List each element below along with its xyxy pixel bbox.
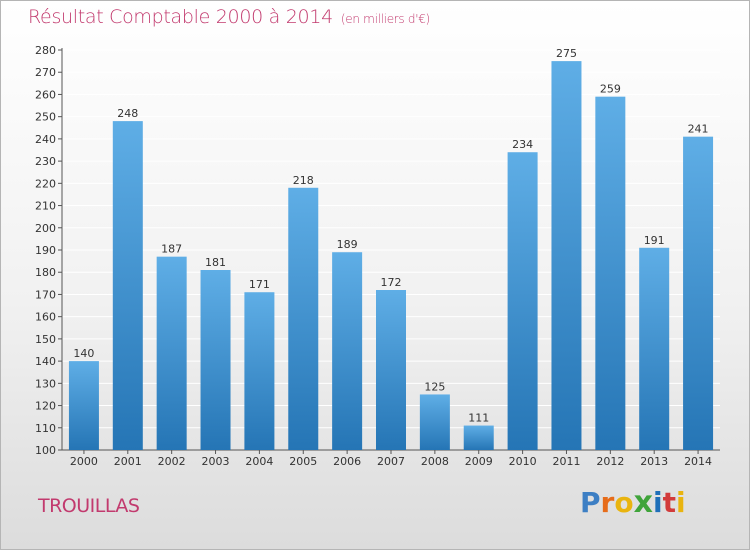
proxiti-logo: Proxiti: [580, 485, 686, 520]
subtitle-text: (en milliers d'€): [340, 12, 430, 26]
x-tick-label: 2000: [70, 455, 98, 468]
logo-letter: o: [614, 486, 634, 519]
y-tick-label: 120: [35, 400, 56, 413]
x-tick-label: 2014: [684, 455, 712, 468]
y-tick-label: 250: [35, 111, 56, 124]
logo-letter: t: [662, 486, 676, 519]
data-label-2001: 248: [117, 107, 138, 120]
bar-2007: [376, 290, 406, 450]
x-tick-label: 2001: [114, 455, 142, 468]
x-tick-label: 2002: [158, 455, 186, 468]
town-name: TROUILLAS: [38, 495, 140, 517]
y-tick-label: 110: [35, 422, 56, 435]
x-tick-label: 2010: [509, 455, 537, 468]
logo-letter: x: [633, 485, 653, 520]
y-tick-label: 190: [35, 244, 56, 257]
bar-2014: [683, 136, 714, 450]
data-label-2008: 125: [424, 380, 445, 393]
data-label-2013: 191: [644, 234, 665, 247]
y-tick-label: 240: [35, 133, 56, 146]
bar-2006: [332, 252, 363, 450]
chart-title: Résultat Comptable 2000 à 2014 (en millie…: [28, 6, 430, 28]
x-tick-label: 2005: [289, 455, 317, 468]
bar-2009: [463, 425, 494, 450]
bar-2003: [200, 270, 231, 450]
bar-2005: [288, 187, 319, 450]
y-tick-label: 150: [35, 333, 56, 346]
title-text: Résultat Comptable 2000 à 2014: [28, 6, 333, 28]
bar-2012: [595, 96, 626, 451]
x-tick-label: 2007: [377, 455, 405, 468]
y-tick-label: 200: [35, 222, 56, 235]
x-tick-label: 2009: [465, 455, 493, 468]
y-tick-label: 260: [35, 88, 56, 101]
y-tick-label: 220: [35, 177, 56, 190]
logo-letter: i: [675, 486, 686, 519]
data-label-2010: 234: [512, 138, 533, 151]
x-tick-label: 2012: [596, 455, 624, 468]
bar-2008: [419, 394, 450, 450]
y-tick-label: 210: [35, 200, 56, 213]
y-tick-label: 280: [35, 44, 56, 57]
y-tick-label: 230: [35, 155, 56, 168]
data-label-2005: 218: [293, 174, 314, 187]
data-label-2007: 172: [381, 276, 402, 289]
bar-2011: [551, 61, 582, 450]
data-label-2000: 140: [73, 347, 94, 360]
x-tick-label: 2008: [421, 455, 449, 468]
bar-2013: [639, 247, 670, 450]
data-label-2006: 189: [337, 238, 358, 251]
x-tick-label: 2011: [552, 455, 580, 468]
y-tick-label: 180: [35, 266, 56, 279]
data-label-2012: 259: [600, 83, 621, 96]
x-tick-label: 2004: [245, 455, 273, 468]
y-tick-label: 140: [35, 355, 56, 368]
y-tick-label: 100: [35, 444, 56, 457]
logo-letter: r: [600, 486, 615, 519]
bar-2001: [112, 121, 143, 450]
y-tick-label: 170: [35, 288, 56, 301]
data-label-2003: 181: [205, 256, 226, 269]
bar-2000: [68, 361, 99, 450]
bar-2010: [507, 152, 538, 450]
y-tick-label: 270: [35, 66, 56, 79]
bar-2004: [244, 292, 275, 450]
data-label-2002: 187: [161, 243, 182, 256]
data-label-2009: 111: [468, 412, 489, 425]
x-tick-label: 2006: [333, 455, 361, 468]
x-tick-label: 2013: [640, 455, 668, 468]
logo-letter: P: [580, 486, 601, 519]
bar-2002: [156, 256, 187, 450]
data-label-2004: 171: [249, 278, 270, 291]
data-label-2014: 241: [688, 123, 709, 136]
y-tick-label: 160: [35, 311, 56, 324]
data-label-2011: 275: [556, 47, 577, 60]
y-tick-label: 130: [35, 377, 56, 390]
logo-letter: i: [652, 486, 663, 519]
x-tick-label: 2003: [202, 455, 230, 468]
